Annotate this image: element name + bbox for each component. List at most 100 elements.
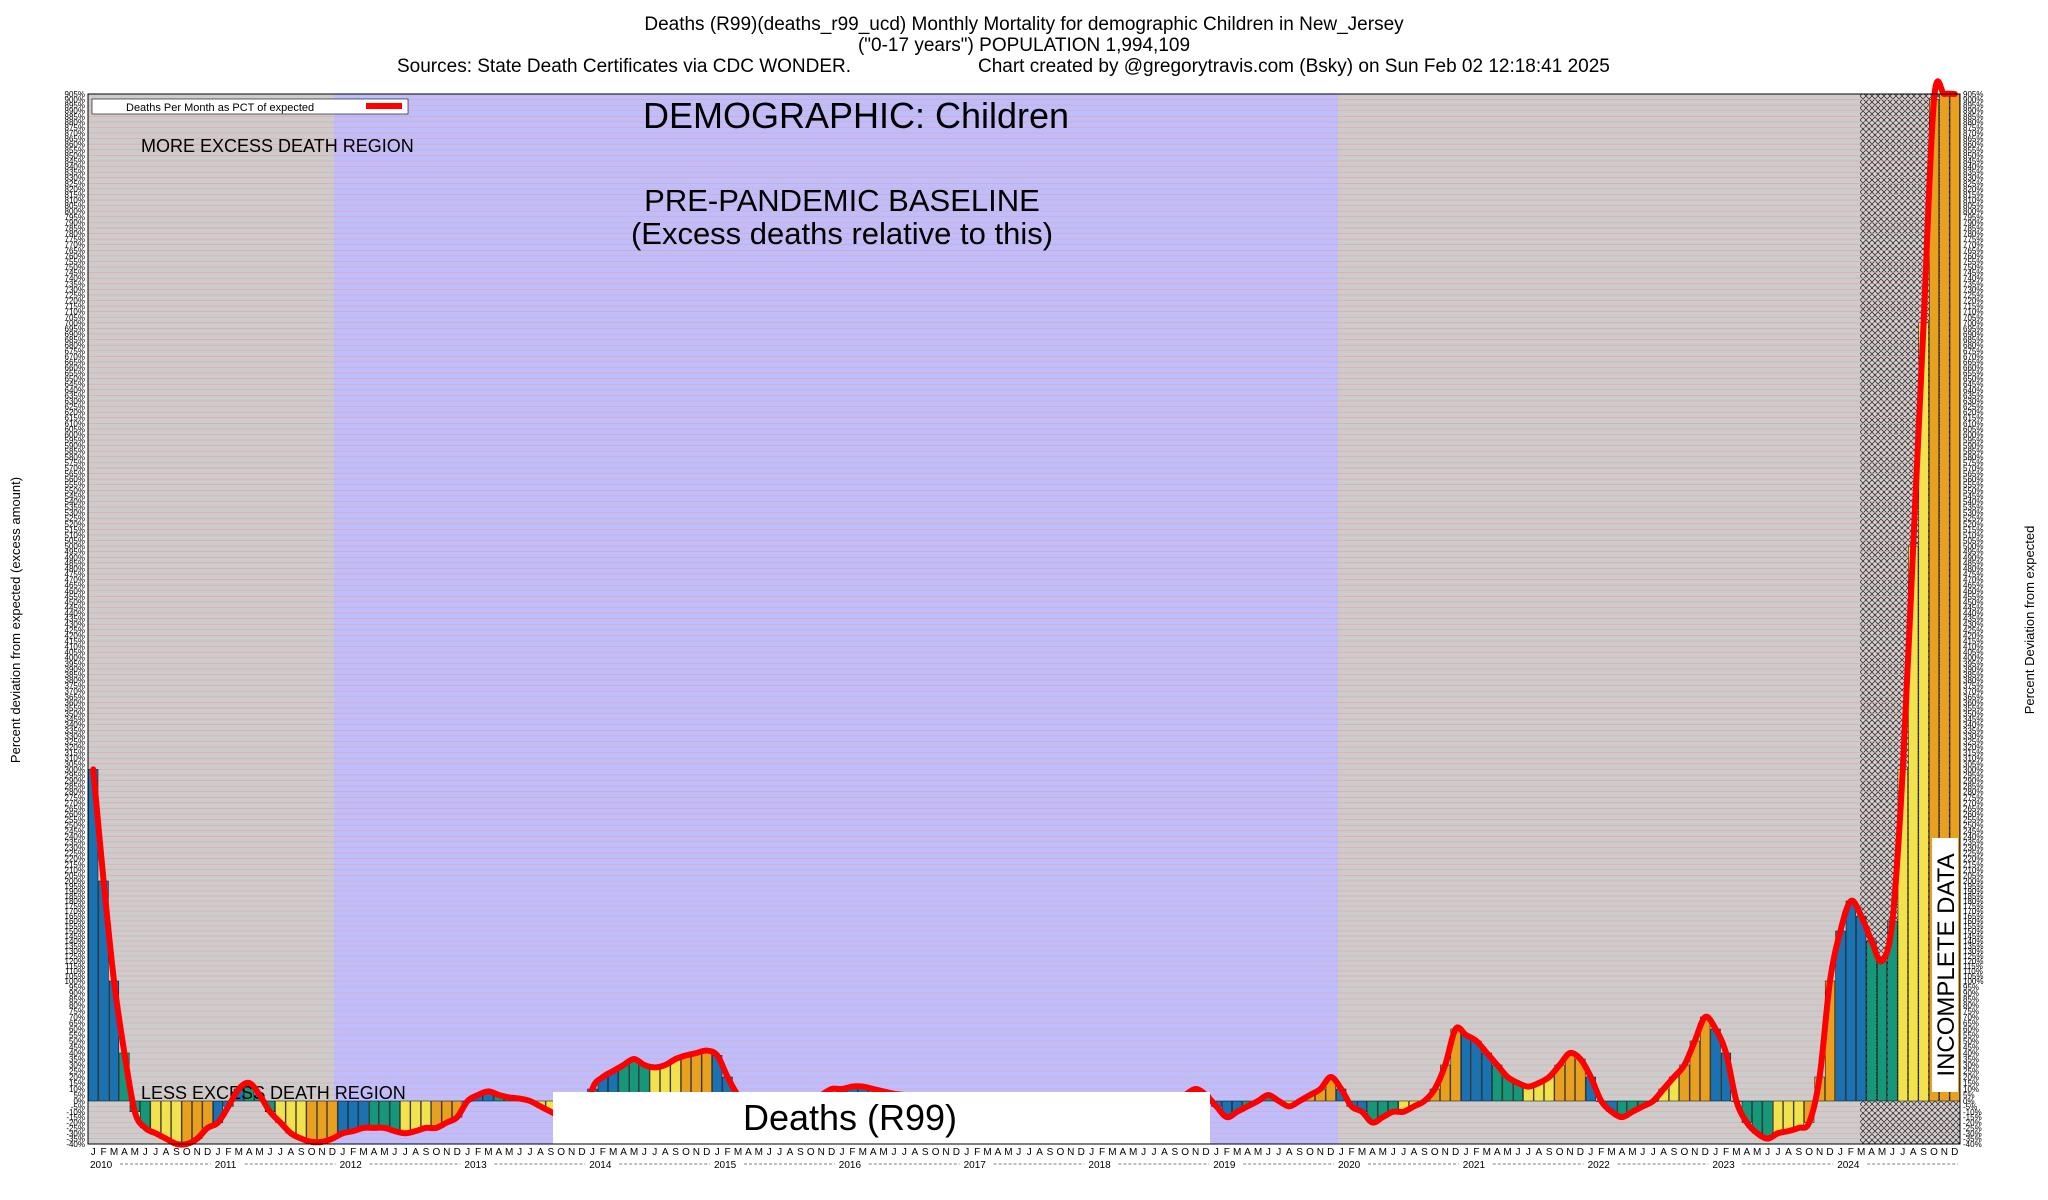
y-tick-label: 85% <box>69 995 85 1004</box>
x-tick-month: A <box>1619 1147 1626 1158</box>
y-tick-label: 635% <box>65 391 85 400</box>
x-tick-month: J <box>268 1147 273 1158</box>
y-tick-label: 50% <box>69 1037 85 1046</box>
y-tick-label-right: 525% <box>1963 514 1983 523</box>
y-tick-label-right: 485% <box>1963 559 1983 568</box>
bar <box>181 1100 192 1145</box>
y-tick-label-right: 305% <box>1963 760 1983 769</box>
y-tick-label: 340% <box>65 721 85 730</box>
y-tick-label-right: 740% <box>1963 274 1983 283</box>
y-tick-label: 205% <box>65 871 85 880</box>
x-tick-month: M <box>1607 1147 1615 1158</box>
y-tick-label-right: 690% <box>1963 330 1983 339</box>
y-tick-label: 450% <box>65 598 85 607</box>
y-tick-label: 765% <box>65 246 85 255</box>
bar <box>1876 960 1888 1102</box>
x-tick-year: 2020 <box>1338 1160 1361 1171</box>
x-tick-month: A <box>1369 1147 1376 1158</box>
y-axis-label-right: Percent Deviation from expected <box>2022 526 2037 715</box>
x-tick-month: N <box>1816 1147 1823 1158</box>
y-tick-label-right: 650% <box>1963 375 1983 384</box>
more-excess-label: MORE EXCESS DEATH REGION <box>141 136 414 156</box>
x-tick-month: M <box>879 1147 887 1158</box>
y-tick-label-right: 795% <box>1963 213 1983 222</box>
y-tick-label: 380% <box>65 676 85 685</box>
y-tick-label-right: 695% <box>1963 324 1983 333</box>
x-tick-month: F <box>1598 1147 1604 1158</box>
y-tick-label-right: 210% <box>1963 866 1983 875</box>
y-tick-label: 125% <box>65 952 85 961</box>
y-tick-label-right: 535% <box>1963 503 1983 512</box>
x-tick-month: N <box>318 1147 325 1158</box>
y-tick-label-right: 325% <box>1963 737 1983 746</box>
x-tick-month: J <box>642 1147 647 1158</box>
y-tick-label-right: -20% <box>1963 1119 1982 1128</box>
y-tick-label: 10% <box>69 1085 85 1094</box>
bar <box>1866 940 1877 1102</box>
x-tick-year: 2024 <box>1837 1160 1860 1171</box>
y-tick-label: 900% <box>65 96 85 105</box>
y-tick-label-right: 600% <box>1963 430 1983 439</box>
x-tick-month: A <box>995 1147 1002 1158</box>
y-tick-label-right: 575% <box>1963 458 1983 467</box>
y-tick-label: 235% <box>65 838 85 847</box>
x-tick-month: O <box>932 1147 940 1158</box>
y-tick-label: 230% <box>65 844 85 853</box>
x-tick-month: M <box>1004 1147 1012 1158</box>
y-tick-label: 830% <box>65 174 85 183</box>
chart-credit: Chart created by @gregorytravis.com (Bsk… <box>978 56 1610 77</box>
x-tick-month: D <box>454 1147 461 1158</box>
x-tick-month: F <box>1224 1147 1230 1158</box>
y-tick-label-right: 115% <box>1963 962 1983 971</box>
y-tick-label: 885% <box>65 112 85 121</box>
x-tick-month: D <box>329 1147 336 1158</box>
y-tick-label-right: 570% <box>1963 464 1983 473</box>
x-tick-month: A <box>1161 1147 1168 1158</box>
x-tick-month: M <box>484 1147 492 1158</box>
y-tick-label-right: 615% <box>1963 414 1983 423</box>
y-tick-label: 785% <box>65 224 85 233</box>
y-tick-label-right: 610% <box>1963 419 1983 428</box>
y-tick-label: 680% <box>65 341 85 350</box>
y-tick-label-right: 660% <box>1963 363 1983 372</box>
x-tick-month: F <box>101 1147 107 1158</box>
y-tick-label-right: 815% <box>1963 190 1983 199</box>
y-tick-label-right: 635% <box>1963 391 1983 400</box>
y-tick-label: 330% <box>65 732 85 741</box>
y-tick-label: 810% <box>65 196 85 205</box>
y-tick-label-right: 240% <box>1963 832 1983 841</box>
y-tick-label: 345% <box>65 715 85 724</box>
legend-label: Deaths Per Month as PCT of expected <box>126 102 314 114</box>
x-tick-month: J <box>892 1147 897 1158</box>
y-tick-label-right: 555% <box>1963 481 1983 490</box>
y-tick-label-right: 65% <box>1963 1019 1979 1028</box>
x-tick-month: O <box>433 1147 441 1158</box>
y-tick-label: 370% <box>65 687 85 696</box>
x-tick-month: M <box>859 1147 867 1158</box>
y-tick-label-right: 560% <box>1963 475 1983 484</box>
y-tick-label-right: 505% <box>1963 537 1983 546</box>
x-tick-month: J <box>403 1147 408 1158</box>
bars <box>88 93 1960 1145</box>
y-tick-label-right: 565% <box>1963 470 1983 479</box>
x-tick-month: J <box>1266 1147 1271 1158</box>
y-tick-label: 880% <box>65 118 85 127</box>
y-tick-label: 645% <box>65 380 85 389</box>
x-tick-year: 2022 <box>1588 1160 1611 1171</box>
x-tick-month: F <box>1099 1147 1105 1158</box>
y-tick-label: 415% <box>65 637 85 646</box>
x-tick-month: D <box>1577 1147 1584 1158</box>
x-tick-year: 2010 <box>90 1160 113 1171</box>
y-tick-label-right: -15% <box>1963 1113 1982 1122</box>
y-tick-label: 100% <box>65 977 85 986</box>
x-tick-month: N <box>1691 1147 1698 1158</box>
y-tick-label-right: 665% <box>1963 358 1983 367</box>
y-tick-label-right: 375% <box>1963 682 1983 691</box>
y-tick-label-right: 895% <box>1963 101 1983 110</box>
y-tick-label: 905% <box>65 90 85 99</box>
x-tick-month: N <box>818 1147 825 1158</box>
y-tick-label-right: 830% <box>1963 174 1983 183</box>
y-tick-label: 360% <box>65 698 85 707</box>
y-tick-label-right: 140% <box>1963 937 1983 946</box>
